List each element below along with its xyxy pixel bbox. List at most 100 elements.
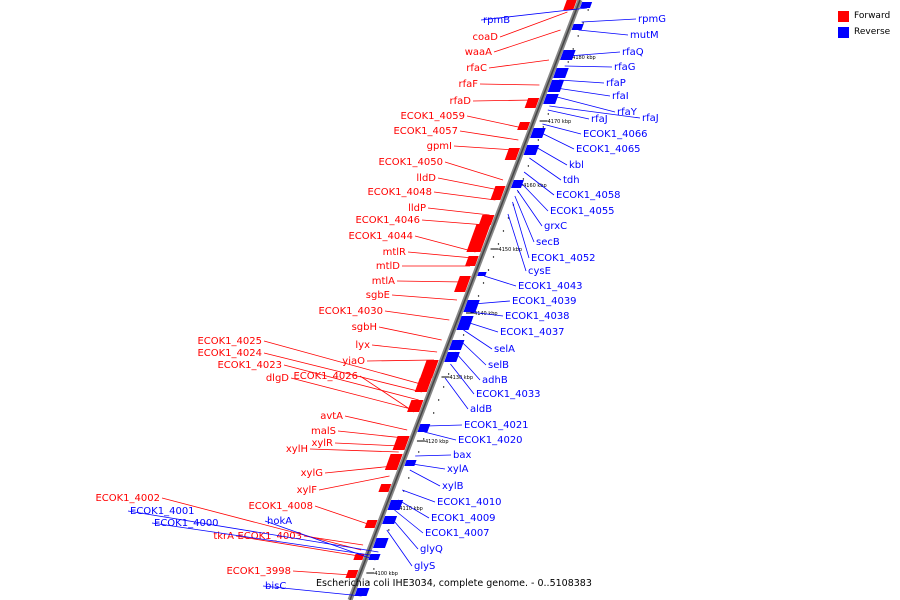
gene-label: adhB <box>482 375 508 386</box>
gene-label: ECOK1_4046 <box>355 215 420 226</box>
reverse-gene <box>523 145 540 155</box>
gene-label: rfaP <box>606 78 626 89</box>
reverse-gene <box>579 2 593 8</box>
gene-label: ECOK1_4044 <box>348 231 413 242</box>
gene-label: ECOK1_4050 <box>378 157 443 168</box>
gene-label: ECOK1_4026 <box>293 371 358 382</box>
gene-leader-line <box>359 375 415 413</box>
gene-leader-line <box>444 377 469 410</box>
gene-leader-line <box>391 294 458 301</box>
legend-forward-label: Forward <box>854 11 891 21</box>
minor-tick <box>577 35 579 37</box>
gene-leader-line <box>529 157 562 181</box>
forward-gene <box>345 570 359 578</box>
gene-label: malS <box>311 426 336 437</box>
gene-leader-line <box>463 329 493 350</box>
forward-gene <box>378 484 392 492</box>
minor-tick <box>487 269 490 271</box>
gene-leader-line <box>344 415 408 431</box>
minor-tick <box>587 9 589 11</box>
forward-gene <box>490 186 506 200</box>
minor-tick <box>442 386 445 388</box>
gene-leader-line <box>459 339 487 366</box>
gene-leader-line <box>479 83 540 86</box>
gene-label: tkrA <box>213 531 234 542</box>
reverse-gene <box>571 24 584 30</box>
gene-label: ECOK1_4055 <box>550 206 615 217</box>
minor-tick <box>447 373 450 375</box>
gene-leader-line <box>391 517 419 550</box>
gene-leader-line <box>547 109 590 120</box>
gene-label: ECOK1_4059 <box>400 111 465 122</box>
gene-leader-line <box>533 145 568 166</box>
gene-leader-line <box>553 95 616 113</box>
gene-label: ECOK1_4007 <box>425 528 490 539</box>
forward-gene <box>392 436 410 450</box>
gene-label: glyQ <box>420 544 443 555</box>
tick-label: 4100 kbp <box>374 571 398 577</box>
gene-label: mtlD <box>376 261 400 272</box>
reverse-gene <box>444 352 460 362</box>
gene-leader-line <box>396 280 464 283</box>
gene-label: ECOK1_4025 <box>197 336 262 347</box>
forward-gene <box>524 98 540 108</box>
gene-label: rfaG <box>614 62 636 73</box>
reverse-gene <box>560 50 576 60</box>
gene-label: ECOK1_4009 <box>431 513 496 524</box>
gene-leader-line <box>466 115 524 129</box>
reverse-gene <box>382 516 398 524</box>
gene-leader-line <box>235 535 359 557</box>
gene-label: ECOK1_3998 <box>226 566 291 577</box>
gene-label: bax <box>453 450 471 461</box>
reverse-gene <box>463 300 480 312</box>
gene-label: ECOK1_4030 <box>318 306 383 317</box>
gene-label: sgbE <box>366 290 390 301</box>
gene-leader-line <box>427 207 490 216</box>
gene-label: rpmB <box>483 15 510 26</box>
gene-leader-line <box>386 529 413 567</box>
gene-leader-line <box>424 431 457 441</box>
minor-tick <box>408 477 410 479</box>
reverse-gene <box>547 80 565 92</box>
gene-leader-line <box>516 189 543 227</box>
gene-leader-line <box>488 59 550 69</box>
forward-gene <box>384 454 403 470</box>
gene-leader-line <box>453 145 515 151</box>
gene-label: rfaJ <box>642 113 659 124</box>
gene-leader-line <box>581 18 637 23</box>
gene-leader-line <box>459 130 519 141</box>
gene-leader-line <box>568 51 621 57</box>
gene-leader-line <box>318 475 390 491</box>
gene-label: rfaC <box>466 63 487 74</box>
minor-tick <box>527 165 530 167</box>
minor-tick <box>547 113 549 115</box>
forward-gene <box>563 0 577 10</box>
legend-reverse: Reverse <box>838 24 890 40</box>
gene-leader-line <box>366 359 435 362</box>
legend-reverse-label: Reverse <box>854 27 891 37</box>
gene-leader-line <box>151 522 377 557</box>
minor-tick <box>502 230 505 232</box>
gene-label: ECOK1_4066 <box>583 129 648 140</box>
gene-label: ECOK1_4038 <box>505 311 570 322</box>
tick-label: 4120 kbp <box>425 439 449 445</box>
gene-label: rfaI <box>612 91 629 102</box>
gene-label: selB <box>488 360 509 371</box>
gene-leader-line <box>407 251 474 259</box>
gene-leader-line <box>539 131 575 150</box>
gene-leader-line <box>314 505 371 526</box>
gene-label: ECOK1_4024 <box>197 348 262 359</box>
minor-tick <box>423 438 425 440</box>
forward-swatch <box>838 10 849 22</box>
gene-leader-line <box>433 191 496 201</box>
gene-leader-line <box>394 509 424 534</box>
gene-leader-line <box>263 340 425 386</box>
reverse-gene <box>456 316 474 330</box>
gene-label: tdh <box>563 175 580 186</box>
gene-leader-line <box>371 344 438 353</box>
gene-leader-line <box>470 311 504 317</box>
gene-leader-line <box>309 448 399 453</box>
gene-leader-line <box>578 29 629 36</box>
forward-gene <box>364 520 378 528</box>
forward-gene <box>420 360 439 378</box>
